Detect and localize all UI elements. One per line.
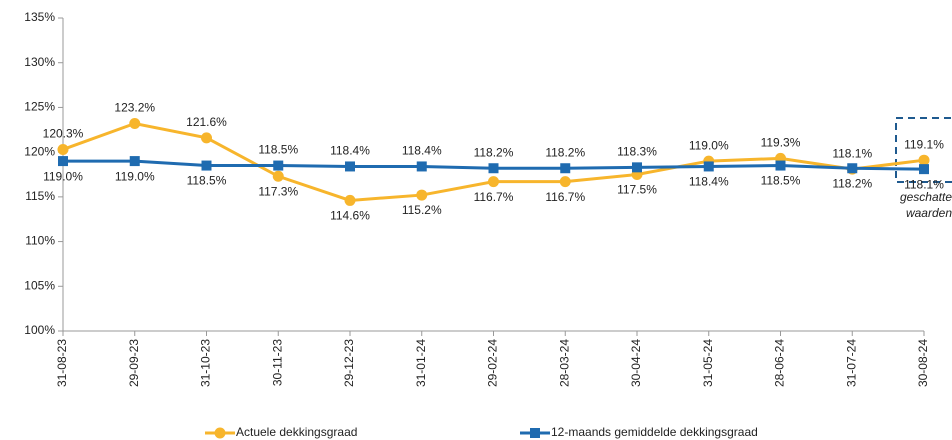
data-label: 119.1% <box>904 137 944 151</box>
point <box>345 161 355 172</box>
point <box>129 156 140 167</box>
x-tick-label: 29-12-23 <box>342 339 356 387</box>
data-label: 118.3% <box>617 145 657 159</box>
data-label: 118.5% <box>258 143 298 157</box>
data-label: 118.5% <box>187 174 227 188</box>
point <box>488 176 499 188</box>
data-label: 117.3% <box>258 184 298 198</box>
data-label: 123.2% <box>114 101 155 115</box>
point <box>272 170 284 182</box>
x-tick-label: 30-11-23 <box>270 339 284 386</box>
y-tick-label: 110% <box>25 234 55 248</box>
point <box>273 160 284 171</box>
data-label: 118.4% <box>402 144 442 158</box>
data-label: 116.7% <box>474 190 514 204</box>
data-label: 119.0% <box>43 169 83 183</box>
estimate-box <box>895 117 952 183</box>
annotation: waarden <box>906 206 952 220</box>
point <box>632 162 642 173</box>
data-label: 118.1% <box>904 177 944 191</box>
point <box>201 160 212 171</box>
point <box>775 160 786 171</box>
point <box>201 132 212 144</box>
x-tick-label: 31-10-23 <box>199 339 213 387</box>
y-tick-label: 115% <box>25 189 55 203</box>
point <box>58 156 68 167</box>
data-label: 114.6% <box>330 209 370 223</box>
data-label: 121.6% <box>186 115 227 129</box>
y-tick-label: 120% <box>24 144 55 158</box>
legend-label: 12-maands gemiddelde dekkingsgraad <box>551 425 758 439</box>
data-label: 120.3% <box>43 127 84 141</box>
legend-marker <box>214 427 226 439</box>
point <box>344 194 356 206</box>
y-tick-label: 100% <box>24 323 55 337</box>
x-tick-label: 30-08-24 <box>916 339 930 387</box>
data-label: 118.5% <box>761 174 801 188</box>
data-label: 116.7% <box>545 190 585 204</box>
x-tick-label: 28-03-24 <box>557 339 571 387</box>
x-tick-label: 31-07-24 <box>844 339 858 387</box>
point <box>703 161 714 172</box>
legend-marker <box>530 428 540 438</box>
x-tick-label: 31-08-23 <box>55 339 69 387</box>
legend-label: Actuele dekkingsgraad <box>236 425 357 439</box>
point <box>559 176 571 188</box>
y-tick-label: 130% <box>24 55 55 69</box>
data-label: 118.4% <box>689 175 729 189</box>
x-tick-label: 31-05-24 <box>701 339 715 387</box>
data-label: 118.2% <box>474 145 514 159</box>
point <box>919 164 929 175</box>
point <box>488 163 499 174</box>
point <box>918 154 930 166</box>
annotation: geschatte <box>900 190 952 204</box>
point <box>416 161 427 172</box>
point <box>847 163 858 174</box>
data-label: 119.3% <box>761 136 801 150</box>
y-tick-label: 105% <box>24 278 55 292</box>
y-tick-label: 135% <box>24 10 55 24</box>
data-label: 119.0% <box>115 169 155 183</box>
data-label: 119.0% <box>689 138 729 152</box>
x-tick-label: 31-01-24 <box>414 339 428 387</box>
data-label: 118.4% <box>330 144 370 158</box>
data-label: 115.2% <box>402 203 442 217</box>
data-label: 118.2% <box>832 176 872 190</box>
point <box>57 143 69 155</box>
point <box>416 189 428 201</box>
x-tick-label: 29-02-24 <box>486 339 500 387</box>
x-tick-label: 30-04-24 <box>629 339 643 387</box>
point <box>560 163 571 174</box>
data-label: 118.1% <box>832 146 872 160</box>
point <box>129 118 141 130</box>
x-tick-label: 28-06-24 <box>773 339 787 387</box>
data-label: 118.2% <box>545 145 585 159</box>
data-label: 117.5% <box>617 183 657 197</box>
y-tick-label: 125% <box>24 100 55 114</box>
x-tick-label: 29-09-23 <box>127 339 141 387</box>
